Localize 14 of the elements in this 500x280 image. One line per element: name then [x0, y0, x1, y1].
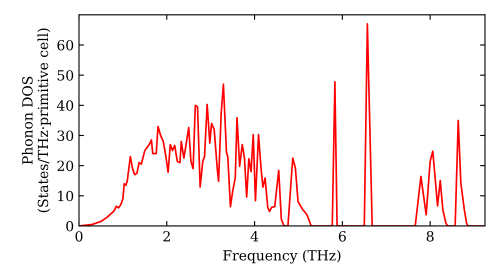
- x-tick-label: 2: [163, 231, 170, 242]
- x-tick-label: 4: [250, 231, 258, 242]
- y-tick-label: 60: [57, 40, 74, 50]
- x-tick-label: 0: [75, 231, 82, 242]
- x-tick-label: 8: [426, 231, 434, 242]
- y-axis-title: Phonon DOS (States/THz·primitive cell): [22, 28, 51, 212]
- x-tick-label: 6: [338, 231, 346, 242]
- y-tick-label: 30: [58, 130, 74, 141]
- y-tick-label: 40: [56, 100, 74, 111]
- y-tick-label: 0: [66, 220, 74, 232]
- x-axis-title: Frequency (THz): [223, 250, 340, 264]
- y-tick-label: 20: [57, 160, 74, 172]
- y-tick-label: 10: [58, 190, 74, 202]
- y-tick-label: 50: [58, 70, 74, 81]
